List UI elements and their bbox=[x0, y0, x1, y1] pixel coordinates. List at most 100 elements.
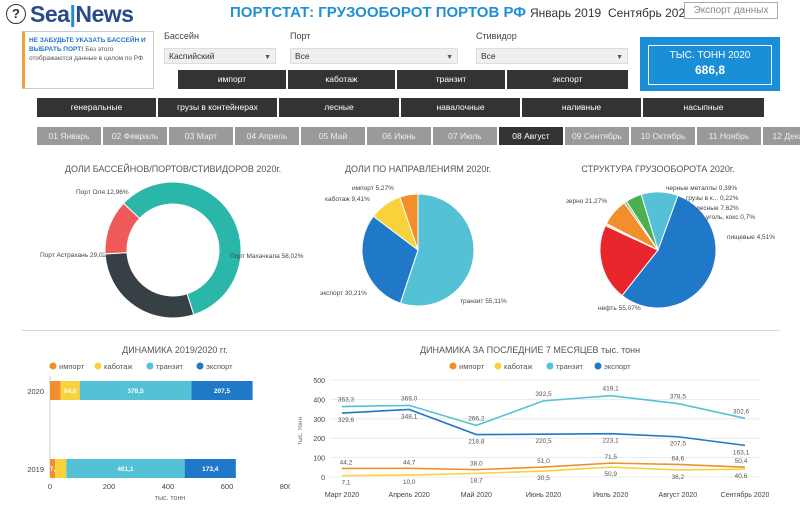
dynamics-line-chart: ДИНАМИКА ЗА ПОСЛЕДНИЕ 7 МЕСЯЦЕВ тыс. тон… bbox=[297, 345, 770, 499]
pie-slice[interactable] bbox=[640, 191, 679, 252]
export-data-button[interactable]: Экспорт данных bbox=[684, 2, 778, 19]
line-series[interactable] bbox=[341, 408, 746, 447]
logo-text-news: News bbox=[75, 1, 134, 27]
seanews-logo[interactable]: Sea|News bbox=[30, 1, 134, 28]
legend-label: каботаж bbox=[104, 362, 132, 371]
point-value-label: 30,5 bbox=[537, 475, 550, 482]
point-value-label: 36,2 bbox=[672, 474, 685, 481]
bar-segment[interactable] bbox=[66, 459, 185, 478]
port-label: Порт bbox=[290, 31, 311, 41]
pie-slice-label: транзит 55,11% bbox=[460, 298, 507, 305]
pie-slice[interactable] bbox=[621, 194, 717, 309]
month-button[interactable]: 06 Июнь bbox=[367, 127, 431, 145]
bar-value-label: 64,6 bbox=[64, 388, 77, 395]
line-series[interactable] bbox=[341, 466, 746, 477]
help-icon[interactable]: ? bbox=[6, 4, 26, 24]
point-value-label: 392,5 bbox=[535, 391, 552, 398]
bar-segment[interactable] bbox=[191, 381, 253, 400]
bar-segment[interactable] bbox=[50, 459, 56, 478]
point-value-label: 71,5 bbox=[604, 454, 617, 461]
month-button[interactable]: 11 Ноябрь bbox=[697, 127, 761, 145]
cargo-button-timber[interactable]: лесные bbox=[279, 98, 399, 117]
cargo-button-liquid[interactable]: наливные bbox=[522, 98, 641, 117]
logo-divider: | bbox=[69, 1, 76, 27]
pie-slice-label: уголь, кокс 0,7% bbox=[706, 214, 755, 221]
point-value-label: 223,1 bbox=[603, 438, 620, 445]
cargo-button-loose[interactable]: насыпные bbox=[643, 98, 764, 117]
point-value-label: 329,6 bbox=[338, 417, 355, 424]
pie-slice-label: Порт Астрахань 29,02% bbox=[40, 252, 112, 259]
month-button[interactable]: 02 Февраль bbox=[103, 127, 167, 145]
pie-slice[interactable] bbox=[361, 215, 419, 304]
x-axis-title: тыс. тонн bbox=[155, 495, 186, 502]
bar-segment[interactable] bbox=[184, 459, 236, 478]
bar-segment[interactable] bbox=[55, 459, 67, 478]
direction-button-transit[interactable]: транзит bbox=[397, 70, 505, 89]
stevedore-value: Все bbox=[481, 51, 496, 61]
pie-slice[interactable] bbox=[399, 193, 419, 251]
legend-marker bbox=[94, 362, 102, 370]
basin-select[interactable]: Каспийский ▼ bbox=[164, 48, 276, 64]
month-button[interactable]: 09 Сентябрь bbox=[565, 127, 629, 145]
line-series[interactable] bbox=[341, 394, 746, 427]
direction-button-import[interactable]: импорт bbox=[178, 70, 286, 89]
legend-label: каботаж bbox=[504, 362, 532, 371]
pie-slice[interactable] bbox=[599, 224, 659, 297]
month-button[interactable]: 07 Июль bbox=[433, 127, 497, 145]
cargo-button-bulk[interactable]: навалочные bbox=[401, 98, 520, 117]
month-button[interactable]: 08 Август bbox=[499, 127, 563, 145]
point-value-label: 348,1 bbox=[401, 413, 418, 420]
pie-slice-label: экспорт 30,21% bbox=[320, 290, 367, 297]
pie-charts-area: ДОЛИ БАССЕЙНОВ/ПОРТОВ/СТИВИДОРОВ 2020г. П… bbox=[40, 163, 775, 319]
bar-segment[interactable] bbox=[60, 381, 80, 400]
cargo-button-general[interactable]: генеральные bbox=[37, 98, 156, 117]
pie-slice-label: зерно 21,27% bbox=[566, 198, 607, 205]
period-from[interactable]: Январь 2019 bbox=[530, 6, 602, 20]
kpi-value: 686,8 bbox=[694, 63, 726, 77]
month-button[interactable]: 01 Январь bbox=[37, 127, 101, 145]
x-tick-label: Август 2020 bbox=[659, 492, 698, 499]
point-value-label: 51,0 bbox=[537, 458, 550, 465]
pie-slice[interactable] bbox=[122, 181, 242, 316]
logo-text-sea: Sea bbox=[30, 1, 70, 27]
y-axis-title: тыс. тонн bbox=[297, 416, 304, 445]
pie-slice[interactable] bbox=[104, 252, 195, 319]
legend-marker bbox=[196, 362, 204, 370]
point-value-label: 302,6 bbox=[733, 408, 750, 415]
period-to[interactable]: Сентябрь 2020 bbox=[608, 6, 692, 20]
legend-marker bbox=[49, 362, 57, 370]
stevedore-select[interactable]: Все ▼ bbox=[476, 48, 628, 64]
direction-button-export[interactable]: экспорт bbox=[507, 70, 628, 89]
stevedore-label: Стивидор bbox=[476, 31, 517, 41]
month-button[interactable]: 05 Май bbox=[301, 127, 365, 145]
x-tick-label: Июль 2020 bbox=[593, 492, 628, 499]
bar-segment[interactable] bbox=[79, 381, 192, 400]
point-value-label: 10,0 bbox=[403, 479, 416, 486]
y-tick-label: 100 bbox=[313, 456, 325, 463]
x-tick-label: 0 bbox=[48, 482, 52, 491]
cargo-button-containers[interactable]: грузы в контейнерах bbox=[158, 98, 277, 117]
port-select[interactable]: Все ▼ bbox=[290, 48, 458, 64]
chart-title: ДИНАМИКА 2019/2020 гг. bbox=[122, 345, 228, 355]
pie-slice-label: грузы в к... 0,22% bbox=[686, 195, 739, 202]
legend-label: транзит bbox=[156, 362, 184, 371]
line-series[interactable] bbox=[341, 462, 746, 471]
month-button[interactable]: 12 Декабрь bbox=[763, 127, 800, 145]
pie-slice[interactable] bbox=[104, 202, 141, 255]
direction-button-cabotage[interactable]: каботаж bbox=[288, 70, 395, 89]
pie-slice[interactable] bbox=[399, 193, 475, 307]
point-value-label: 18,7 bbox=[470, 477, 483, 484]
month-button[interactable]: 03 Март bbox=[169, 127, 233, 145]
chart-title: ДИНАМИКА ЗА ПОСЛЕДНИЕ 7 МЕСЯЦЕВ тыс. тон… bbox=[420, 345, 640, 355]
month-button[interactable]: 04 Апрель bbox=[235, 127, 299, 145]
legend-label: экспорт bbox=[604, 362, 631, 371]
x-tick-label: Май 2020 bbox=[461, 491, 492, 499]
pie-slice-label: Порт Махачкала 58,02% bbox=[230, 253, 304, 260]
bar-value-label: 173,4 bbox=[202, 466, 219, 473]
chevron-down-icon: ▼ bbox=[264, 54, 271, 61]
month-button[interactable]: 10 Октябрь bbox=[631, 127, 695, 145]
category-label: 2020 bbox=[27, 387, 44, 396]
chart-title: ДОЛИ БАССЕЙНОВ/ПОРТОВ/СТИВИДОРОВ 2020г. bbox=[65, 163, 281, 174]
kpi-card: ТЫС. ТОНН 2020 686,8 bbox=[640, 37, 780, 91]
bar-segment[interactable] bbox=[50, 381, 61, 400]
